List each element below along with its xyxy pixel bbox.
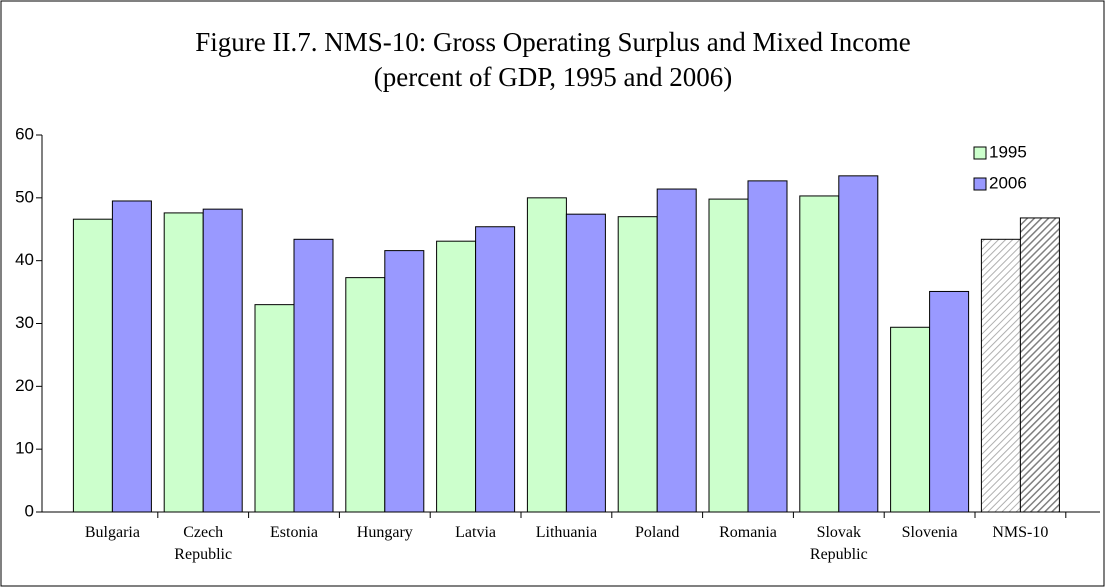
- bar: [799, 195, 840, 513]
- x-tick-label: Poland: [634, 524, 680, 541]
- x-tick-label: Hungary: [356, 524, 413, 541]
- legend-label: 2006: [989, 173, 1027, 192]
- bar: [929, 290, 970, 513]
- y-tick-label: 40: [15, 250, 34, 269]
- bar: [384, 250, 425, 513]
- bar: [475, 226, 516, 513]
- x-tick-label: Lithuania: [535, 524, 598, 541]
- bar: [72, 218, 113, 513]
- x-tick-label: NMS-10: [992, 524, 1049, 541]
- legend-label: 1995: [989, 142, 1027, 161]
- x-tick-label: Latvia: [455, 524, 497, 541]
- bar: [436, 240, 477, 513]
- x-tick-label: Slovenia: [901, 524, 958, 541]
- bar: [980, 238, 1021, 513]
- bar: [708, 198, 749, 513]
- bar: [890, 326, 931, 513]
- bar: [656, 188, 697, 513]
- legend-swatch: [973, 177, 987, 191]
- bar: [747, 180, 788, 513]
- chart-title: Figure II.7. NMS-10: Gross Operating Sur…: [195, 27, 910, 57]
- y-tick-label: 20: [15, 376, 34, 395]
- chart-subtitle: (percent of GDP, 1995 and 2006): [374, 62, 732, 92]
- legend-swatch: [973, 146, 987, 160]
- x-tick-label: Estonia: [270, 524, 318, 541]
- x-tick-label: Romania: [719, 524, 777, 541]
- bar: [526, 197, 567, 513]
- bar: [617, 216, 658, 513]
- y-tick-label: 0: [25, 501, 34, 520]
- y-tick-label: 60: [15, 124, 34, 143]
- y-tick-label: 30: [15, 313, 34, 332]
- x-tick-label: Bulgaria: [84, 524, 140, 541]
- bar: [345, 277, 386, 513]
- x-tick-label: Czech Republic: [174, 524, 233, 563]
- x-tick-label: Slovak Republic: [809, 524, 868, 563]
- bar: [254, 304, 295, 513]
- y-tick-label: 50: [15, 187, 34, 206]
- bar: [838, 175, 879, 513]
- y-tick-label: 10: [15, 439, 34, 458]
- bar: [111, 200, 152, 513]
- bar: [163, 212, 204, 513]
- bar: [565, 213, 606, 513]
- bar: [1019, 217, 1060, 513]
- bar: [202, 208, 243, 513]
- bar: [293, 238, 334, 513]
